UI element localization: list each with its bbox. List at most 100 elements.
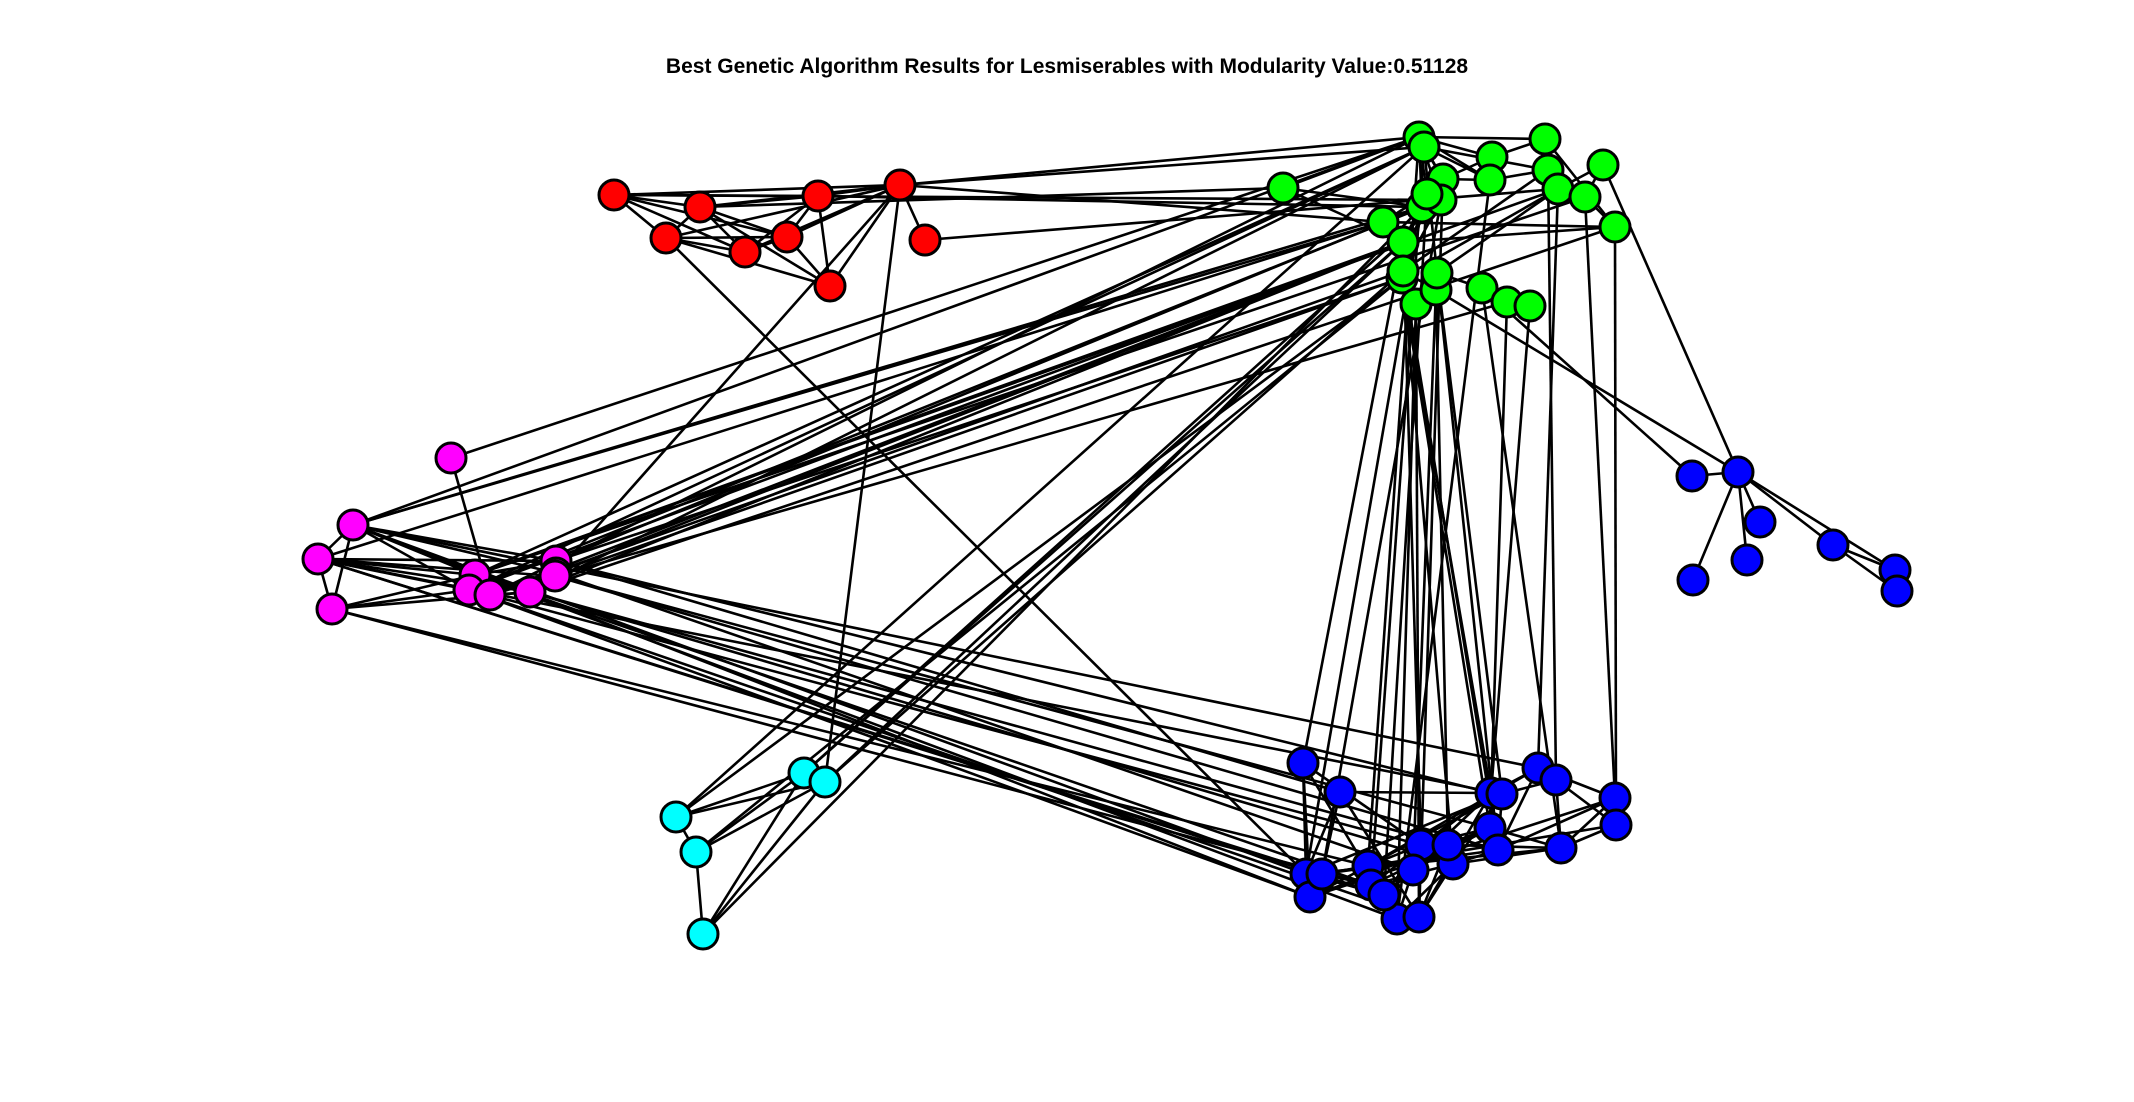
graph-node-cyan — [659, 800, 693, 834]
graph-edge — [555, 276, 1403, 563]
graph-node-blue — [1481, 833, 1515, 867]
graph-node-green — [1366, 205, 1400, 239]
graph-node-blue — [1816, 528, 1850, 562]
graph-edge — [1414, 303, 1421, 918]
graph-node-blue — [1743, 505, 1777, 539]
graph-edge — [1546, 169, 1558, 781]
graph-node-blue — [1599, 808, 1633, 842]
graph-edge — [1302, 761, 1422, 847]
graph-edge — [555, 240, 1404, 575]
graph-edge — [665, 183, 901, 240]
graph-node-blue — [1485, 777, 1519, 811]
graph-edge — [554, 276, 1403, 578]
graph-edge — [899, 183, 1384, 224]
graph-edge — [1435, 288, 1739, 474]
graph-node-green — [1568, 180, 1602, 214]
graph-edge — [824, 270, 1404, 783]
graph-edge — [665, 235, 788, 240]
graph-edge — [695, 780, 826, 854]
graph-node-magenta — [473, 578, 507, 612]
graph-edge — [474, 573, 1372, 887]
graph-edge — [555, 559, 1341, 794]
graph-node-cyan — [679, 835, 713, 869]
graph-node-magenta — [538, 559, 572, 593]
graph-edge — [1536, 188, 1560, 769]
graph-edge — [331, 573, 476, 611]
graph-edge — [1436, 187, 1559, 275]
graph-node-magenta — [513, 575, 547, 609]
graph-node-green — [1266, 171, 1300, 205]
graph-node-green — [1410, 177, 1444, 211]
graph-edge — [1480, 287, 1563, 849]
graph-edge — [1402, 168, 1549, 273]
graph-edge — [529, 590, 1449, 847]
graph-edge — [1488, 301, 1509, 829]
graph-node-red — [813, 269, 847, 303]
graph-node-red — [649, 221, 683, 255]
graph-node-cyan — [808, 765, 842, 799]
graph-edge — [695, 771, 805, 854]
graph-edge — [701, 772, 806, 935]
graph-edge — [450, 135, 1420, 460]
graph-node-magenta — [301, 542, 335, 576]
graph-edge — [1691, 471, 1740, 581]
graph-node-blue — [1721, 455, 1755, 489]
graph-node-green — [1465, 271, 1499, 305]
graph-edge — [468, 588, 1311, 899]
graph-node-blue — [1286, 746, 1320, 780]
graph-edge — [1601, 164, 1740, 473]
graph-edge — [317, 220, 1384, 561]
graph-node-red — [883, 168, 917, 202]
graph-node-green — [1420, 256, 1454, 290]
graph-edge — [317, 557, 557, 563]
graph-node-blue — [1730, 543, 1764, 577]
graph-edge — [1395, 179, 1492, 920]
graph-node-blue — [1880, 574, 1914, 608]
graph-node-red — [801, 179, 835, 213]
graph-edge — [489, 593, 1422, 847]
graph-node-red — [770, 220, 804, 254]
graph-edge — [331, 607, 1372, 887]
graph-edge — [352, 523, 1307, 876]
graph-node-green — [1541, 172, 1575, 206]
graph-edge — [468, 198, 1442, 592]
graph-edge — [489, 135, 1420, 597]
graph-node-red — [597, 178, 631, 212]
graph-node-blue — [1305, 857, 1339, 891]
graph-edge — [317, 557, 556, 578]
graph-edge — [786, 183, 901, 239]
graph-edge — [1737, 470, 1834, 547]
graph-edge — [317, 557, 1385, 897]
graph-node-green — [1598, 210, 1632, 244]
graph-node-green — [1407, 130, 1441, 164]
graph-edge — [899, 145, 1425, 187]
graph-edge — [352, 135, 1420, 527]
graph-edge — [675, 276, 1403, 819]
graph-node-blue — [1539, 763, 1573, 797]
graph-edge — [1418, 135, 1546, 141]
graph-node-blue — [1676, 563, 1710, 597]
graph-node-blue — [1402, 900, 1436, 934]
graph-node-red — [908, 223, 942, 257]
graph-edge — [489, 269, 1404, 597]
graph-node-green — [1386, 225, 1420, 259]
graph-edge — [1583, 196, 1617, 799]
graph-edge — [489, 300, 1508, 597]
graph-node-blue — [1431, 828, 1465, 862]
graph-node-blue — [1544, 831, 1578, 865]
graph-node-magenta — [434, 441, 468, 475]
graph-edge — [1367, 792, 1503, 868]
graph-node-red — [683, 190, 717, 224]
graph-node-cyan — [686, 917, 720, 951]
graph-edge — [613, 183, 901, 197]
graph-edge — [1613, 226, 1618, 826]
graph-edge — [699, 205, 831, 288]
graph-node-green — [1513, 289, 1547, 323]
graph-edge — [1304, 206, 1424, 875]
graph-edge — [701, 781, 827, 935]
graph-edge — [1282, 186, 1423, 209]
graph-node-green — [1473, 163, 1507, 197]
graph-edge — [1301, 241, 1405, 764]
graph-edge — [529, 145, 1425, 594]
